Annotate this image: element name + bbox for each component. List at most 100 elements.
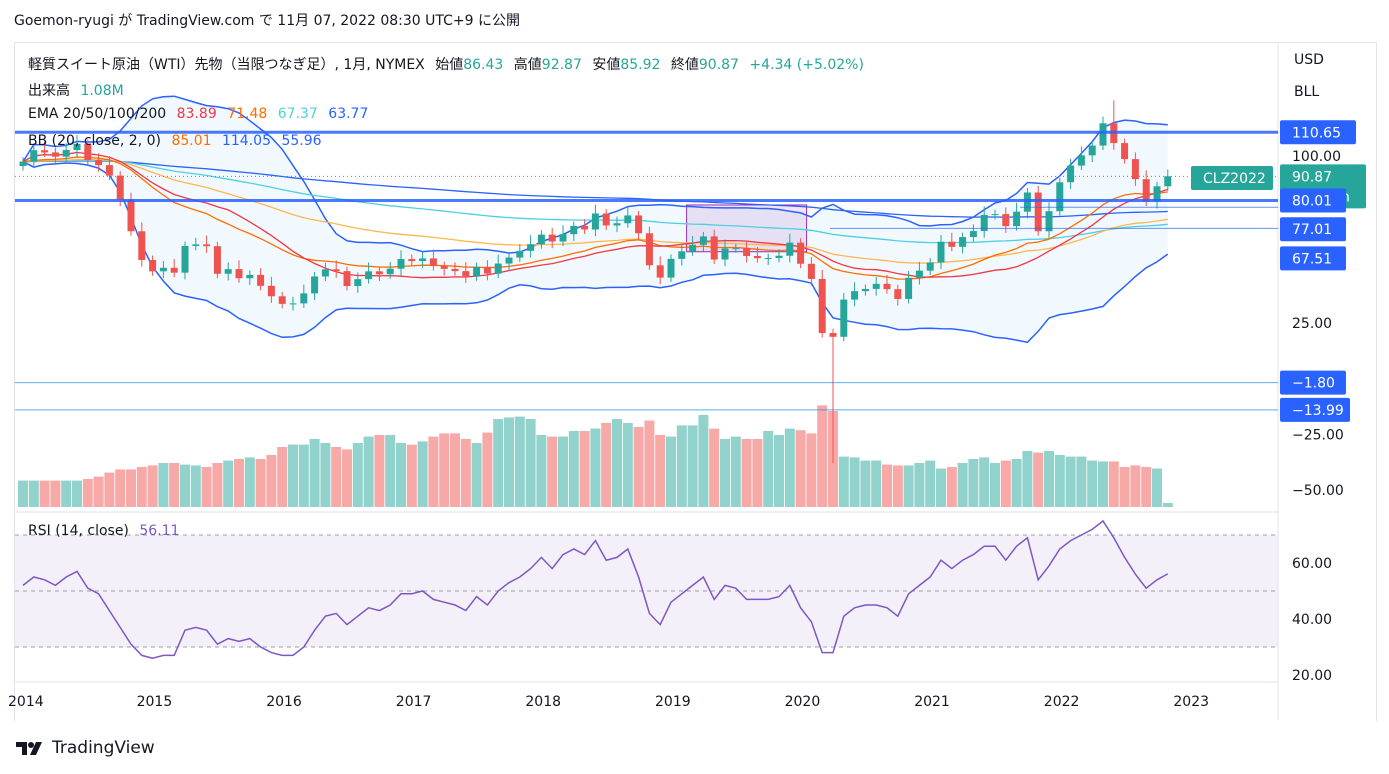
candle-body [1056, 182, 1064, 212]
time-tick-label: 2021 [914, 694, 950, 710]
volume-bar [82, 479, 93, 507]
legend-ohlc: 軽質スイート原油（WTI）先物（当限つなぎ足）, 1月, NYMEX 始値86.… [28, 54, 870, 74]
volume-bar [990, 463, 1000, 507]
candle-body [365, 271, 373, 280]
volume-bar [1152, 468, 1162, 507]
volume-bar [1011, 459, 1022, 507]
candle-body [591, 213, 599, 230]
candle-body [710, 236, 718, 260]
rsi-tick-label: 60.00 [1292, 556, 1332, 572]
volume-bar [18, 480, 28, 507]
candle-body [743, 248, 751, 256]
volume-bar [968, 459, 979, 507]
volume-bar [363, 436, 374, 507]
volume-bar [1130, 465, 1141, 507]
time-tick-label: 2019 [655, 694, 691, 710]
legend-volume-value: 1.08M [80, 83, 124, 99]
candle-body [1153, 186, 1161, 202]
time-tick-label: 2020 [785, 694, 821, 710]
publish-header: Goemon-ryugi が TradingView.com で 11月 07,… [14, 13, 520, 29]
chart-frame [14, 42, 1377, 721]
volume-bar [223, 460, 234, 507]
candle-body [732, 248, 740, 250]
legend-volume-label: 出来高 [28, 83, 70, 99]
candle-body [289, 303, 297, 305]
volume-bar [1065, 456, 1076, 507]
volume-bar [244, 457, 255, 507]
candle-body [62, 149, 70, 157]
candle-body [321, 269, 329, 277]
volume-bar [342, 449, 352, 507]
candle-body [840, 299, 848, 337]
volume-bar [493, 419, 504, 507]
tradingview-logo[interactable]: TradingView [16, 738, 155, 758]
legend-low-label: 安値 [592, 57, 621, 73]
ema200-line [22, 160, 1168, 218]
candle-body [894, 289, 902, 299]
volume-bar [709, 428, 720, 507]
legend-open: 86.43 [463, 57, 504, 73]
volume-bar [849, 457, 860, 507]
volume-bar [514, 416, 525, 507]
volume-bar [1044, 451, 1054, 507]
volume-bar [266, 455, 277, 507]
time-tick-label: 2022 [1044, 694, 1080, 710]
volume-bar [536, 435, 547, 507]
volume-bar [104, 472, 115, 507]
volume-bar [752, 439, 763, 507]
legend-bb: BB (20, close, 2, 0) 85.01 114.05 55.96 [28, 133, 328, 149]
volume-bar [730, 436, 741, 507]
candle-body [451, 268, 459, 272]
volume-bar [180, 464, 190, 507]
candle-body [246, 274, 254, 279]
volume-bar [612, 419, 622, 507]
candle-body [851, 291, 859, 300]
legend-ema-label: EMA 20/50/100/200 [28, 106, 167, 122]
candle-body [127, 199, 135, 232]
price-label-77-01: 77.01 [1292, 222, 1332, 238]
candle-body [105, 165, 113, 176]
candle-body [311, 276, 319, 294]
legend-ema200: 63.77 [328, 106, 369, 122]
legend-rsi-label: RSI (14, close) [28, 523, 129, 539]
candle-body [764, 257, 772, 259]
candle-body [1088, 145, 1096, 156]
axis-unit: BLL [1294, 84, 1319, 100]
volume-bar [936, 468, 946, 507]
candle-body [343, 271, 351, 287]
volume-bar [676, 425, 687, 507]
price-label-neg-1-80-bg [1280, 370, 1346, 395]
candle-body [602, 213, 610, 226]
legend-ema: EMA 20/50/100/200 83.89 71.48 67.37 63.7… [28, 106, 374, 122]
legend-open-label: 始値 [435, 57, 464, 73]
candle-body [570, 225, 578, 235]
volume-bar [644, 420, 655, 507]
volume-bar [741, 439, 752, 507]
volume-bar [838, 456, 849, 507]
candle-body [721, 248, 729, 260]
candle-body [872, 283, 880, 289]
candle-body [300, 293, 308, 304]
candle-body [980, 215, 988, 232]
candle-body [829, 333, 837, 337]
volume-bar [320, 443, 331, 507]
candle-body [332, 269, 340, 272]
volume-bar [504, 417, 514, 507]
volume-bar [93, 476, 104, 507]
volume-bar [763, 431, 774, 507]
rsi-line [22, 519, 1169, 659]
candle-body [213, 246, 221, 274]
volume-bar [601, 423, 612, 507]
candle-body [203, 244, 211, 247]
volume-bar [774, 435, 784, 507]
symbol-label: CLZ2022 [1203, 171, 1266, 187]
volume-bar [903, 465, 914, 507]
volume-bar [871, 460, 882, 507]
candle-body [1013, 211, 1021, 227]
candle-body [1077, 155, 1085, 166]
candle-body [30, 150, 38, 162]
rsi-tick-label: 20.00 [1292, 668, 1332, 684]
candle-body [905, 277, 913, 299]
candle-body [159, 267, 167, 272]
